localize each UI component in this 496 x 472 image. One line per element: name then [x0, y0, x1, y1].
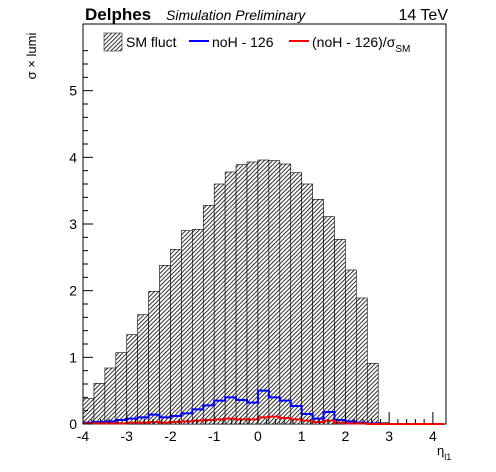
sm-fluct-bar	[213, 183, 226, 425]
sm-fluct-bar	[290, 172, 302, 425]
chart-header: Delphes Simulation Preliminary 14 TeV	[85, 5, 448, 24]
y-tick-label: 2	[69, 283, 77, 299]
x-tick-label: 0	[254, 428, 262, 444]
sm-fluct-bar	[312, 199, 324, 425]
sm-fluct-bar	[159, 265, 171, 425]
sm-fluct-bars	[82, 159, 390, 425]
sm-fluct-bar	[126, 334, 138, 425]
sm-fluct-bar	[82, 398, 95, 425]
x-tick-label: -2	[164, 428, 177, 444]
sm-fluct-bar	[192, 229, 204, 425]
y-tick-label: 3	[69, 216, 77, 232]
subtitle-label: Simulation Preliminary	[166, 7, 306, 23]
sm-fluct-bar	[170, 249, 182, 425]
sm-fluct-bar	[345, 269, 357, 425]
x-tick-label: 4	[429, 428, 437, 444]
sm-fluct-bar	[323, 216, 335, 425]
sm-fluct-bar	[137, 314, 149, 425]
sm-fluct-bar	[334, 239, 346, 425]
sm-fluct-bar	[301, 183, 313, 425]
x-tick-label: -3	[121, 428, 134, 444]
sm-fluct-bar	[202, 205, 215, 425]
sm-fluct-bar	[268, 160, 281, 425]
legend-swatch-sm-fluct	[103, 32, 123, 52]
sm-fluct-bar	[366, 363, 379, 425]
x-tick-label: 2	[342, 428, 350, 444]
y-tick-label: 5	[69, 83, 77, 99]
y-axis-label: σ × lumi	[24, 33, 39, 80]
sm-fluct-bar	[246, 161, 259, 425]
x-tick-label: 1	[298, 428, 306, 444]
y-tick-label: 0	[69, 416, 77, 432]
x-axis-label: ηl1	[437, 443, 451, 462]
sm-fluct-bar	[356, 297, 368, 425]
sm-fluct-bar	[279, 163, 292, 425]
sm-fluct-bar	[235, 164, 248, 425]
sm-fluct-bar	[257, 159, 270, 425]
sm-fluct-bar	[93, 383, 106, 425]
energy-label: 14 TeV	[398, 7, 448, 24]
sm-fluct-bar	[104, 367, 117, 425]
axes: -4 -3 -2 -1 0 1 2 3 4 0 1 2 3 4 5	[69, 50, 437, 444]
legend-label-sm-fluct: SM fluct	[126, 34, 177, 50]
legend-label-ratio: (noH - 126)/σSM	[312, 34, 410, 55]
legend: SM fluct noH - 126 (noH - 126)/σSM	[103, 32, 410, 55]
sm-fluct-bar	[115, 352, 128, 425]
sm-fluct-bar	[148, 291, 160, 425]
y-tick-label: 1	[69, 349, 77, 365]
y-tick-label: 4	[69, 149, 77, 165]
x-tick-label: -4	[77, 428, 90, 444]
legend-label-noh: noH - 126	[212, 34, 274, 50]
x-tick-label: -1	[208, 428, 221, 444]
sm-fluct-bar	[181, 230, 193, 425]
brand-label: Delphes	[85, 5, 151, 24]
x-tick-label: 3	[385, 428, 393, 444]
sm-fluct-bar	[224, 171, 237, 425]
